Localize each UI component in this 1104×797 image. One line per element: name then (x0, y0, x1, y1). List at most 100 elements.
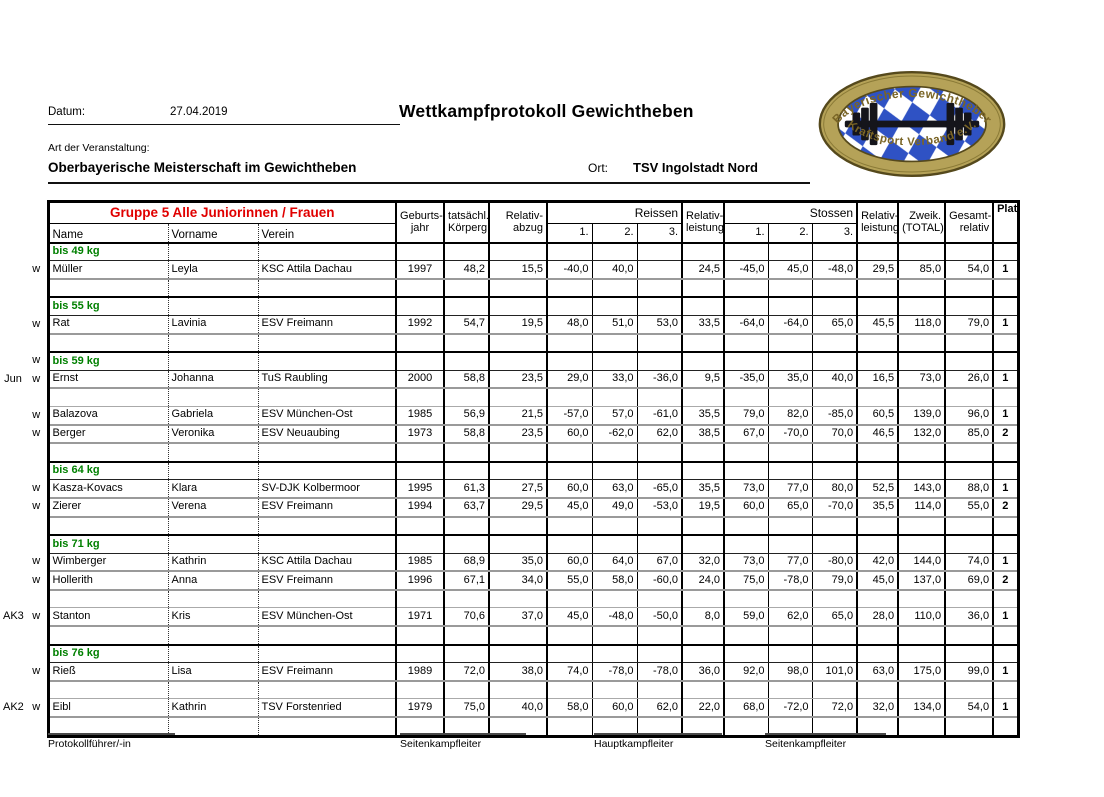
cell-r2 (592, 460, 638, 481)
gender-marker (26, 443, 48, 462)
cell-gesamt (945, 626, 995, 646)
cell-r2 (592, 680, 638, 700)
age-group-marker (0, 645, 26, 663)
cell-s1: 68,0 (724, 698, 769, 719)
cell-srel: 35,5 (857, 497, 900, 518)
cell-gewicht: 56,9 (444, 405, 491, 426)
weight-class-row: bis 71 kg (0, 534, 1020, 554)
cell-jahr (396, 351, 446, 371)
cell-r1 (547, 534, 593, 554)
cell-abzug: 19,5 (489, 314, 549, 335)
cell-s3: -48,0 (812, 260, 859, 280)
cell-r3: -78,0 (637, 662, 684, 682)
col-header-cleanjerk: Stossen (724, 200, 859, 224)
cell-platz (993, 717, 1020, 738)
cell-vorname (168, 516, 259, 536)
cell-srel (857, 333, 900, 353)
cell-verein (258, 388, 398, 407)
gender-marker (26, 297, 48, 315)
cell-jahr (396, 460, 446, 481)
cell-jahr (396, 516, 446, 536)
cell-r1 (547, 443, 593, 463)
cell-s3 (812, 278, 859, 298)
cell-r1 (547, 351, 593, 371)
cell-abzug: 21,5 (489, 405, 549, 426)
date-field: Datum: 27.04.2019 (48, 104, 400, 125)
spacer-row (0, 516, 1020, 536)
cell-name: Rieß (46, 662, 169, 682)
signature-side-referee-2: Seitenkampfleiter (765, 733, 886, 750)
cell-platz: 1 (993, 369, 1020, 390)
cell-srel (857, 460, 900, 481)
cell-name: bis 64 kg (46, 460, 169, 481)
cell-s1: -45,0 (724, 260, 769, 280)
col-header-attempt-2: 2. (592, 223, 638, 244)
cell-r2: -62,0 (592, 424, 638, 445)
cell-s1: 73,0 (724, 479, 769, 499)
cell-jahr: 2000 (396, 369, 446, 390)
cell-gewicht: 58,8 (444, 369, 491, 390)
cell-jahr (396, 534, 446, 554)
gender-marker (26, 388, 48, 406)
table-header: Gruppe 5 Alle Juniorinnen / Frauen Gebur… (0, 199, 1020, 244)
cell-gewicht: 48,2 (444, 260, 491, 280)
age-group-marker (0, 425, 26, 444)
cell-total: 139,0 (898, 405, 947, 426)
cell-verein (258, 333, 398, 353)
weight-class-row: bis 55 kg (0, 296, 1020, 316)
cell-abzug (489, 351, 549, 371)
date-label: Datum: (48, 106, 86, 118)
cell-vorname: Lisa (168, 662, 259, 682)
cell-total: 118,0 (898, 314, 947, 335)
cell-r3 (637, 443, 684, 463)
gender-marker: w (32, 610, 41, 623)
cell-total: 110,0 (898, 607, 947, 628)
cell-rrel: 38,5 (682, 424, 726, 445)
cell-r2 (592, 534, 638, 554)
cell-s2 (768, 351, 813, 371)
col-header-relative-deduction: Relativ- abzug (489, 199, 549, 244)
cell-srel: 45,0 (857, 570, 900, 591)
col-header-total: Zweik. (TOTAL) (898, 199, 947, 244)
event-line: Oberbayerische Meisterschaft im Gewichth… (48, 157, 810, 184)
gender-marker (26, 626, 48, 645)
cell-s3 (812, 443, 859, 463)
cell-srel: 60,5 (857, 405, 900, 426)
age-group-marker (0, 315, 26, 333)
cell-r3 (637, 643, 684, 664)
age-group-marker (0, 406, 26, 424)
age-group-marker (0, 681, 26, 699)
gender-marker: w (32, 262, 41, 275)
cell-gewicht (444, 460, 491, 481)
cell-r3 (637, 260, 684, 280)
location-label: Ort: (588, 161, 608, 175)
cell-s2 (768, 388, 813, 407)
cell-s2 (768, 278, 813, 298)
cell-r3 (637, 460, 684, 481)
cell-verein (258, 643, 398, 664)
cell-r1 (547, 626, 593, 646)
cell-name: bis 55 kg (46, 296, 169, 316)
cell-s1 (724, 351, 769, 371)
age-group-marker (0, 480, 26, 498)
cell-gesamt (945, 589, 995, 609)
cell-r1 (547, 388, 593, 407)
cell-platz: 1 (993, 405, 1020, 426)
cell-verein (258, 460, 398, 481)
cell-s2 (768, 443, 813, 463)
cell-s2: -64,0 (768, 314, 813, 335)
cell-vorname: Klara (168, 479, 259, 499)
athlete-row: w Rat Lavinia ESV Freimann 1992 54,7 19,5 48,0 5… (0, 314, 1020, 335)
gender-marker: w (32, 701, 41, 714)
cell-abzug: 37,0 (489, 607, 549, 628)
cell-r3: 62,0 (637, 698, 684, 719)
weight-class-row: bis 49 kg (0, 241, 1020, 262)
cell-abzug (489, 460, 549, 481)
cell-platz (993, 241, 1020, 262)
cell-rrel (682, 241, 726, 262)
cell-r2: 33,0 (592, 369, 638, 390)
cell-gesamt: 69,0 (945, 570, 995, 591)
athlete-row: AK3 w Stanton Kris ESV München-Ost 1971 70,6 37… (0, 607, 1020, 628)
gender-marker: w (32, 408, 41, 421)
cell-r1: 45,0 (547, 497, 593, 518)
